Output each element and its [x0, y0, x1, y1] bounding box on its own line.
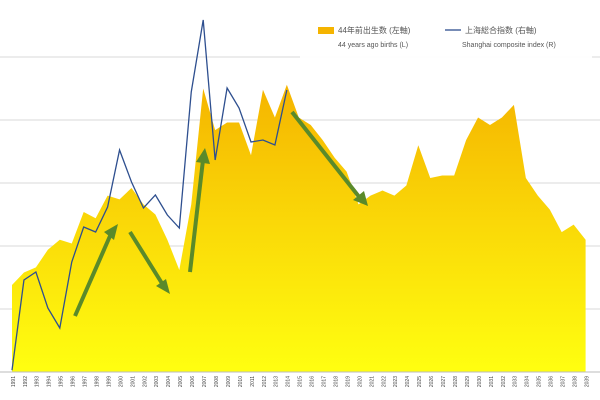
x-tick-label: 1991 [11, 376, 17, 387]
x-tick-label: 2020 [357, 376, 363, 387]
x-axis: 1991 1992 1993 1994 1995 1996 1997 1998 1999 2000… [11, 376, 591, 387]
x-tick-label: 2016 [310, 376, 316, 387]
x-tick-label: 2021 [369, 376, 375, 387]
x-tick-label: 2027 [441, 376, 447, 387]
x-tick-label: 2012 [262, 376, 268, 387]
x-tick-label: 1995 [59, 376, 65, 387]
x-tick-label: 2029 [465, 376, 471, 387]
legend-label: 44 years ago births (L) [338, 42, 408, 49]
x-tick-label: 2026 [429, 376, 435, 387]
x-tick-label: 2022 [381, 376, 387, 387]
line [11, 19, 288, 371]
x-tick-label: 2003 [154, 376, 160, 387]
x-tick-label: 2039 [584, 376, 590, 387]
x-tick-label: 2018 [333, 376, 339, 387]
x-tick-label: 2005 [178, 376, 184, 387]
x-tick-label: 2010 [238, 376, 244, 387]
x-tick-label: 2009 [226, 376, 232, 387]
x-tick-label: 2023 [393, 376, 399, 387]
x-tick-label: 1994 [47, 376, 53, 387]
x-tick-label: 2017 [322, 376, 328, 387]
x-tick-label: 2024 [405, 376, 411, 387]
x-tick-label: 1999 [106, 376, 112, 387]
x-tick-label: 1993 [35, 376, 41, 387]
x-tick-label: 2014 [286, 376, 292, 387]
x-tick-label: 2037 [561, 376, 567, 387]
x-tick-label: 1997 [83, 376, 89, 387]
x-tick-label: 2015 [298, 376, 304, 387]
plot [0, 19, 600, 373]
legend-label: 上海総合指数 (右軸) [465, 25, 537, 35]
x-tick-label: 2032 [501, 376, 507, 387]
x-tick-label: 2004 [166, 376, 172, 387]
x-tick-label: 2007 [202, 376, 208, 387]
x-tick-label: 2028 [453, 376, 459, 387]
x-tick-label: 1992 [23, 376, 29, 387]
x-tick-label: 2001 [130, 376, 136, 387]
x-tick-label: 2008 [214, 376, 220, 387]
x-tick-label: 2019 [345, 376, 351, 387]
x-tick-label: 2031 [489, 376, 495, 387]
x-tick-label: 2000 [118, 376, 124, 387]
x-tick-label: 2033 [513, 376, 519, 387]
x-tick-label: 2030 [477, 376, 483, 387]
x-tick-label: 2034 [525, 376, 531, 387]
x-tick-label: 2006 [190, 376, 196, 387]
x-tick-label: 2025 [417, 376, 423, 387]
x-tick-label: 2002 [142, 376, 148, 387]
x-tick-label: 2011 [250, 376, 256, 387]
x-tick-label: 2035 [537, 376, 543, 387]
x-tick-label: 2038 [572, 376, 578, 387]
legend-swatch [318, 27, 334, 34]
x-tick-label: 1998 [94, 376, 100, 387]
legend-box [300, 14, 592, 58]
area [12, 84, 586, 372]
arrows [73, 110, 368, 317]
x-tick-label: 1996 [71, 376, 77, 387]
legend-label: Shanghai composite index (R) [462, 42, 556, 49]
x-tick-label: 2013 [274, 376, 280, 387]
x-tick-label: 2036 [549, 376, 555, 387]
legend: 44年前出生数 (左軸) 44 years ago births (L) 上海総合指… [318, 25, 556, 49]
legend-label: 44年前出生数 (左軸) [338, 25, 411, 35]
